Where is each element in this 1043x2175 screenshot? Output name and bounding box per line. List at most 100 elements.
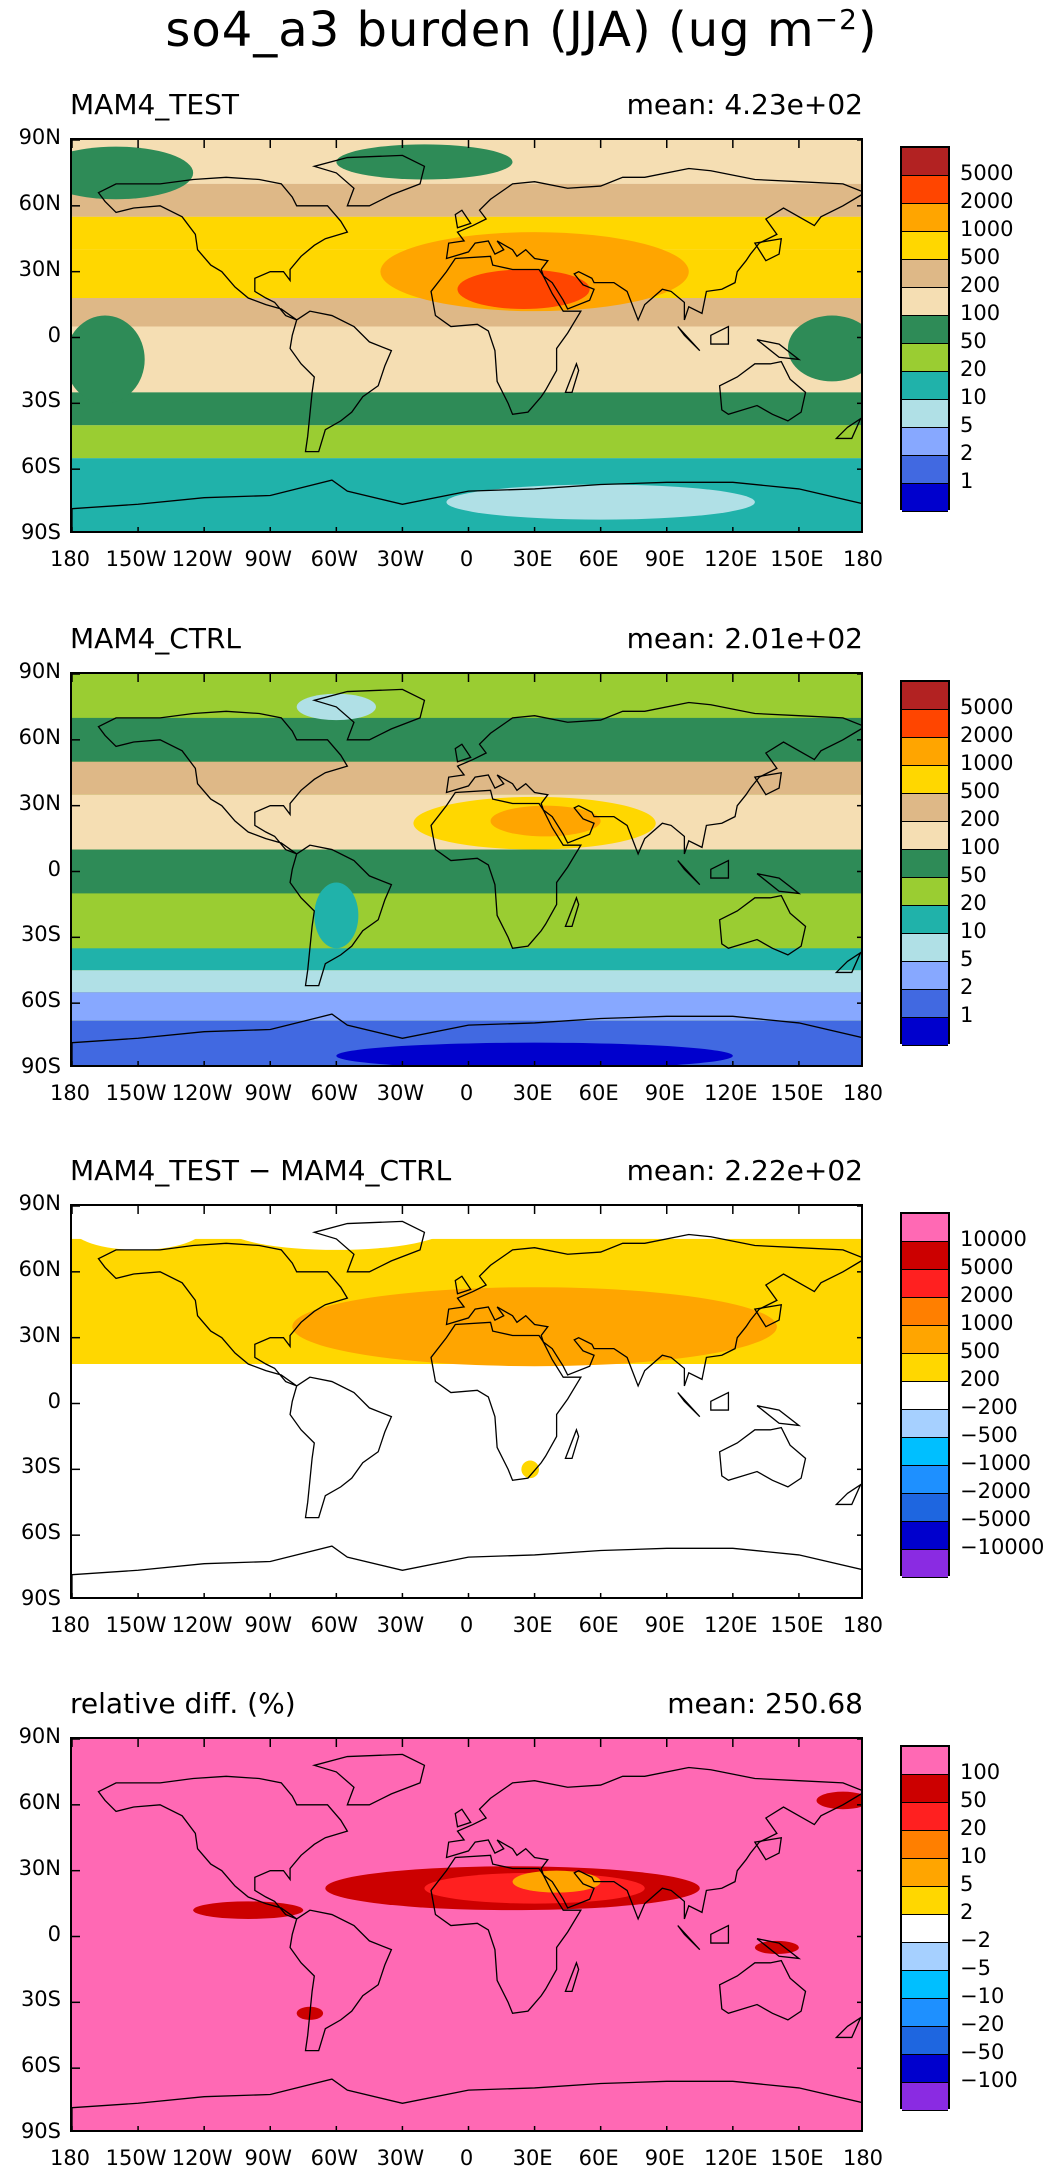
coastline xyxy=(564,895,580,928)
contour-region xyxy=(816,1791,861,1810)
colorbar-label: −200 xyxy=(960,1395,1018,1419)
coastline xyxy=(97,176,349,321)
colorbar-label: −500 xyxy=(960,1423,1018,1447)
coastline xyxy=(677,860,701,886)
colorbar-label: 500 xyxy=(960,245,1001,269)
lat-tick-label: 90S xyxy=(20,520,61,544)
lon-tick-label: 0 xyxy=(459,1081,474,1105)
colorbar-label: 1 xyxy=(960,1003,974,1027)
coastline xyxy=(445,1766,861,1921)
lon-tick-label: 120E xyxy=(704,1081,758,1105)
contour-band xyxy=(72,893,861,949)
lon-tick-label: 90W xyxy=(244,2146,293,2170)
coastline xyxy=(454,743,472,763)
colorbar-label: 50 xyxy=(960,1788,987,1812)
lat-tick-label: 60N xyxy=(18,1789,61,1814)
colorbar-label: 50 xyxy=(960,863,987,887)
contour-band xyxy=(72,992,861,1021)
coastline xyxy=(753,771,783,796)
colorbar-swatch xyxy=(902,1242,948,1270)
map-canvas xyxy=(72,1739,861,2130)
coastline xyxy=(710,325,730,345)
lat-tick-label: 90N xyxy=(18,659,61,683)
lat-tick-label: 90N xyxy=(18,1724,61,1748)
contour-band xyxy=(72,326,861,393)
lon-tick-label: 30W xyxy=(376,1081,425,1105)
colorbar-swatch xyxy=(902,934,948,962)
colorbar-swatch xyxy=(902,990,948,1018)
lat-tick-label: 60S xyxy=(20,454,61,479)
lon-tick-label: 60W xyxy=(310,1081,359,1105)
lat-tick-label: 60N xyxy=(18,190,61,215)
colorbar-swatch xyxy=(902,1887,948,1915)
lon-tick-label: 60W xyxy=(310,2146,359,2170)
coastline xyxy=(753,1836,783,1861)
colorbar-swatch xyxy=(902,1410,948,1438)
lon-tick-label: 120W xyxy=(171,1081,233,1105)
lat-tick-label: 30N xyxy=(18,256,61,281)
colorbar-label: 1000 xyxy=(960,217,1014,241)
colorbar-swatch xyxy=(902,1270,948,1298)
colorbar-swatch xyxy=(902,1550,948,1578)
colorbar-label: 500 xyxy=(960,1339,1001,1363)
coastline xyxy=(718,1959,807,2021)
contour-band xyxy=(72,948,861,971)
colorbar-swatch xyxy=(902,1831,948,1859)
lat-tick-label: 90S xyxy=(20,1586,61,1610)
colorbar-label: −20 xyxy=(960,2012,1005,2036)
coastline xyxy=(753,1303,783,1328)
colorbar-label: 1000 xyxy=(960,751,1014,775)
contour-region xyxy=(490,805,601,837)
colorbar-label: 5 xyxy=(960,1872,974,1896)
contour-band xyxy=(72,392,861,426)
colorbar-label: 2 xyxy=(960,441,974,465)
coastline xyxy=(564,1960,580,1993)
lon-tick-label: 150W xyxy=(105,2146,167,2170)
colorbar-swatch xyxy=(902,1494,948,1522)
colorbar-label: 200 xyxy=(960,807,1001,831)
contour-region xyxy=(72,315,145,404)
colorbar-swatch xyxy=(902,822,948,850)
colorbar-swatch xyxy=(902,204,948,232)
colorbar-swatch xyxy=(902,1971,948,1999)
contour-region xyxy=(193,1901,304,1919)
colorbar-swatch xyxy=(902,148,948,176)
coastline xyxy=(97,710,349,855)
colorbar-swatch xyxy=(902,1298,948,1326)
lon-tick-label: 150E xyxy=(770,547,824,571)
coastline xyxy=(677,1925,701,1951)
colorbar-label: 100 xyxy=(960,1760,1001,1784)
colorbar-label: −2000 xyxy=(960,1479,1032,1503)
lon-tick-label: 60E xyxy=(578,1081,619,1105)
colorbar-swatch xyxy=(902,428,948,456)
colorbar-label: −5000 xyxy=(960,1507,1032,1531)
colorbar-label: 5 xyxy=(960,947,974,971)
lon-tick-label: 30E xyxy=(512,1613,553,1637)
panel-title: MAM4_TEST xyxy=(70,88,239,121)
contour-region xyxy=(754,1940,799,1955)
lat-tick-label: 30S xyxy=(20,922,61,947)
colorbar-label: −5 xyxy=(960,1956,991,1980)
coastline xyxy=(834,1483,861,1506)
coastline xyxy=(311,154,426,207)
colorbar-label: −50 xyxy=(960,2040,1005,2064)
colorbar-label: 2 xyxy=(960,975,974,999)
coastline xyxy=(311,1753,426,1806)
panel-mean: mean: 250.68 xyxy=(667,1687,863,1720)
contour-band xyxy=(72,717,861,762)
lat-tick-label: 60N xyxy=(18,1256,61,1281)
map-canvas xyxy=(72,1206,861,1597)
panel-title: MAM4_CTRL xyxy=(70,622,241,655)
colorbar-swatch xyxy=(902,1214,948,1242)
lat-tick-label: 60S xyxy=(20,1520,61,1545)
colorbar-label: 5000 xyxy=(960,161,1014,185)
colorbar-label: 5 xyxy=(960,413,974,437)
coastline xyxy=(311,688,426,741)
lon-tick-label: 150E xyxy=(770,2146,824,2170)
colorbar-swatch xyxy=(902,316,948,344)
figure-title: so4_a3 burden (JJA) (ug m−2) xyxy=(165,2,878,58)
lat-tick-label: 0 xyxy=(47,1388,61,1413)
coastline xyxy=(430,1321,582,1482)
colorbar-swatch xyxy=(902,232,948,260)
coastline xyxy=(445,701,861,856)
